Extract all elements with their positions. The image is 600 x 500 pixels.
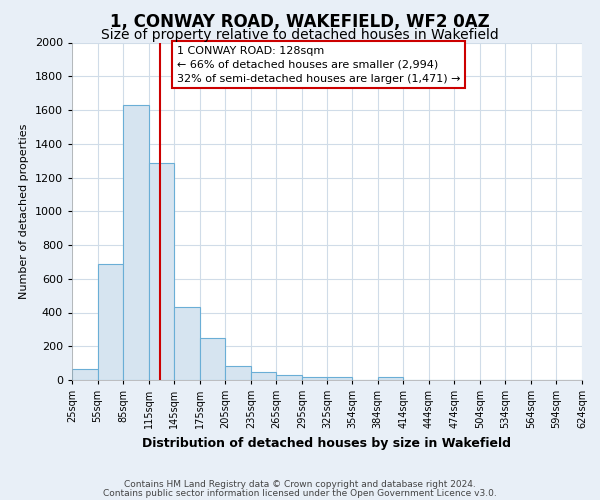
Bar [251, 372, 277, 380]
Text: Contains public sector information licensed under the Open Government Licence v3: Contains public sector information licen… [103, 488, 497, 498]
Bar [302, 376, 328, 380]
Bar [98, 264, 123, 380]
Y-axis label: Number of detached properties: Number of detached properties [19, 124, 29, 299]
Text: 1, CONWAY ROAD, WAKEFIELD, WF2 0AZ: 1, CONWAY ROAD, WAKEFIELD, WF2 0AZ [110, 12, 490, 30]
Text: Contains HM Land Registry data © Crown copyright and database right 2024.: Contains HM Land Registry data © Crown c… [124, 480, 476, 489]
Bar [149, 163, 174, 380]
Bar [225, 366, 251, 380]
Bar [277, 375, 302, 380]
Bar [377, 376, 403, 380]
Bar [200, 338, 225, 380]
Bar [328, 378, 352, 380]
Bar [174, 306, 200, 380]
Bar [72, 369, 98, 380]
Bar [123, 105, 149, 380]
Text: Size of property relative to detached houses in Wakefield: Size of property relative to detached ho… [101, 28, 499, 42]
Text: 1 CONWAY ROAD: 128sqm
← 66% of detached houses are smaller (2,994)
32% of semi-d: 1 CONWAY ROAD: 128sqm ← 66% of detached … [177, 46, 460, 84]
X-axis label: Distribution of detached houses by size in Wakefield: Distribution of detached houses by size … [143, 436, 511, 450]
